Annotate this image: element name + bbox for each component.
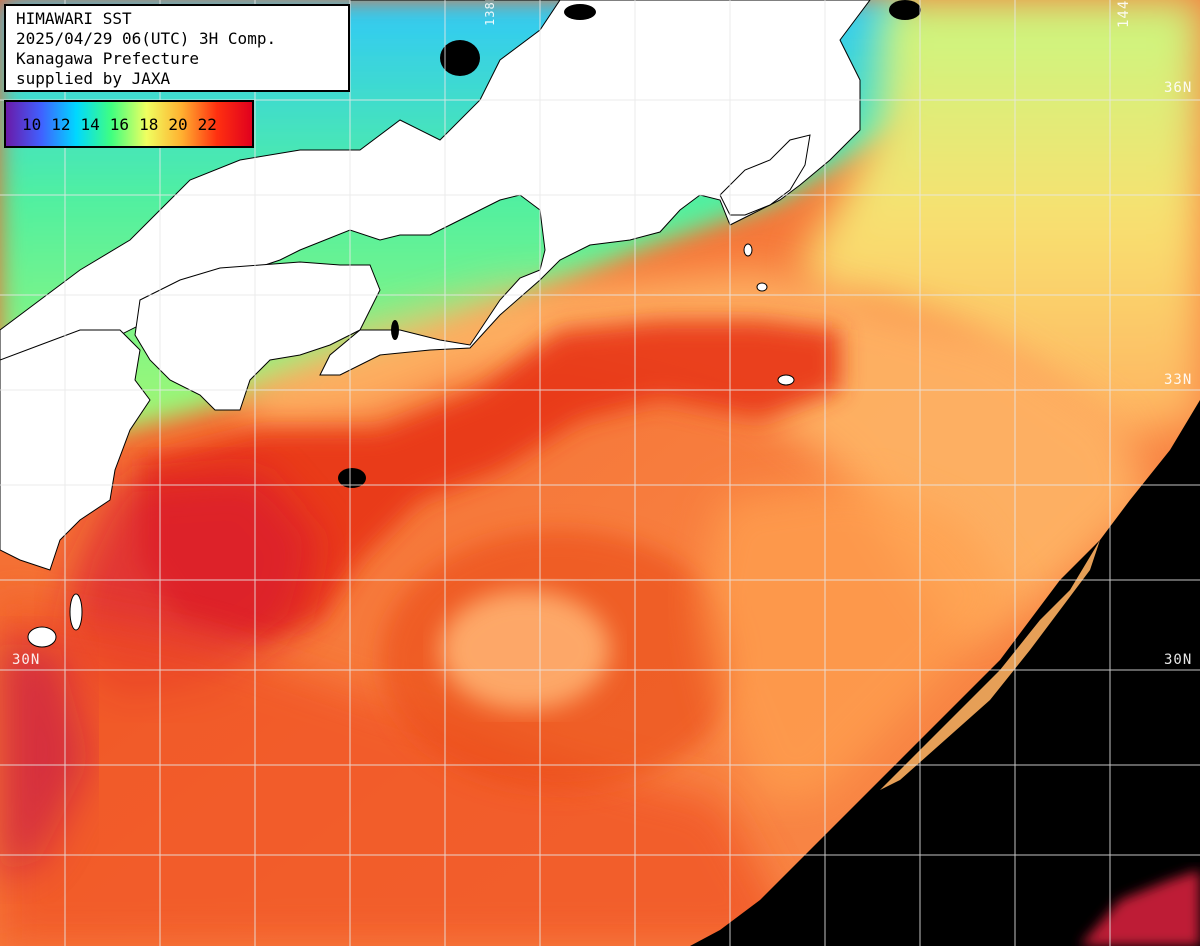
no-data-region (690, 400, 1200, 946)
info-box: HIMAWARI SST 2025/04/29 06(UTC) 3H Comp.… (4, 4, 350, 92)
mild-water-northeast (800, 0, 1200, 440)
land-izu-oshima (743, 243, 753, 257)
legend-label-12: 12 (51, 114, 71, 134)
legend-label-22: 22 (197, 114, 217, 134)
warm-core-southwest-edge (0, 640, 90, 880)
legend-label-20: 20 (168, 114, 188, 134)
land-hachijo (777, 374, 795, 386)
legend-label-16: 16 (109, 114, 130, 134)
legend-label-18: 18 (139, 114, 159, 134)
color-scale-legend: 10 12 14 16 18 20 22 (4, 100, 254, 148)
cloud-speck (440, 40, 480, 76)
eddy-core (440, 590, 610, 710)
no-data-specks (338, 0, 921, 488)
land-miyake (756, 282, 768, 292)
lat-label-36n: 36N (1164, 80, 1193, 96)
land-yakushima (27, 626, 57, 648)
lat-label-33n: 33N (1164, 372, 1193, 388)
legend-label-10: 10 (22, 114, 42, 134)
info-region: Kanagawa Prefecture (16, 49, 200, 68)
mild-water-southeast (700, 480, 1020, 800)
info-source: supplied by JAXA (16, 69, 171, 88)
cloud-speck (391, 320, 399, 340)
info-title: HIMAWARI SST (16, 9, 132, 28)
cloud-speck (564, 4, 596, 20)
land-tanegashima (69, 593, 83, 631)
lon-label-144e: 144E (1116, 0, 1132, 28)
lon-label-138e: 138E (483, 0, 497, 26)
cloud-speck (338, 468, 366, 488)
legend-label-14: 14 (80, 114, 100, 134)
warm-water-southwest (0, 600, 800, 946)
land-shikoku (134, 261, 381, 411)
lat-label-30n-right: 30N (1164, 652, 1193, 668)
info-datetime: 2025/04/29 06(UTC) 3H Comp. (16, 29, 277, 48)
cloud-speck (889, 0, 921, 20)
lat-label-30n-left: 30N (12, 652, 41, 668)
